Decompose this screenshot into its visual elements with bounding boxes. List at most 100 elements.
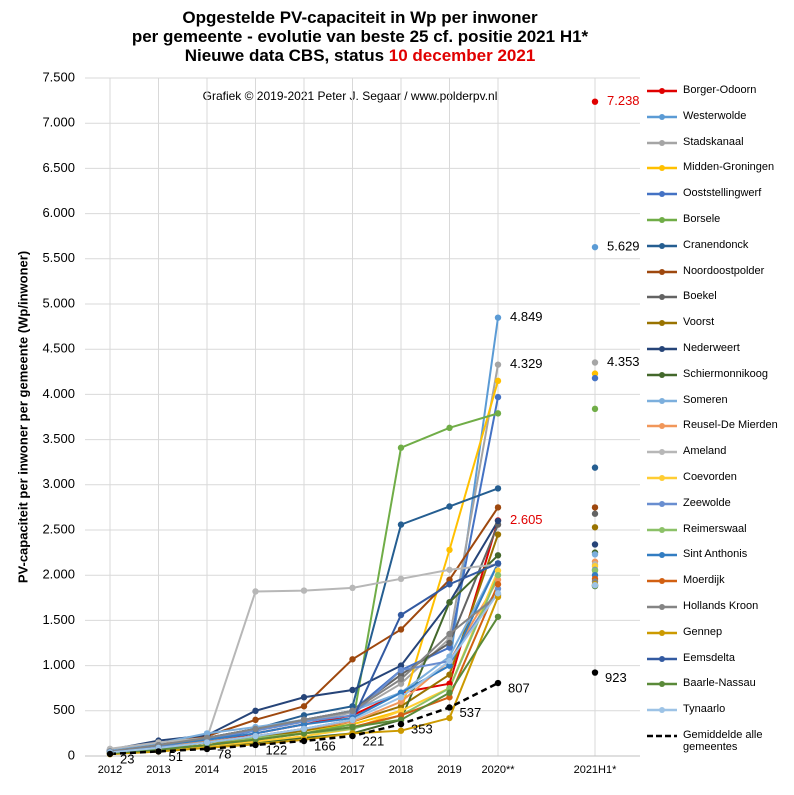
legend-label: Boekel — [683, 290, 717, 303]
data-point — [494, 531, 502, 538]
data-point — [446, 662, 453, 669]
data-point — [494, 581, 502, 588]
data-point — [591, 374, 599, 382]
legend-label: Someren — [683, 393, 728, 406]
data-point — [446, 657, 453, 665]
y-axis-label: PV-capaciteit per inwoner per gemeente (… — [15, 251, 30, 583]
data-point — [106, 750, 114, 758]
data-point — [349, 707, 356, 714]
data-label: 4.329 — [510, 356, 543, 371]
data-point — [397, 666, 405, 674]
legend-dot — [659, 655, 665, 662]
data-point — [349, 703, 356, 710]
data-point — [591, 98, 599, 105]
data-point — [494, 576, 502, 583]
legend-dot — [659, 320, 665, 327]
data-point — [591, 510, 599, 517]
data-point — [494, 613, 502, 620]
legend-entry: Coevorden — [645, 471, 793, 497]
legend-entry: Reusel-De Mierden — [645, 419, 793, 445]
credit: Grafiek © 2019-2021 Peter J. Segaar / ww… — [203, 89, 498, 103]
legend-swatch — [647, 397, 677, 404]
data-point — [397, 671, 405, 678]
legend-swatch — [647, 474, 677, 481]
data-point — [591, 567, 599, 574]
legend-swatch — [647, 216, 677, 223]
legend-dot — [659, 371, 665, 378]
legend-label: Stadskanaal — [683, 135, 744, 148]
data-point — [397, 444, 405, 451]
legend-dot — [659, 552, 665, 559]
data-point — [349, 716, 356, 724]
x-tick-label: 2018 — [389, 764, 413, 776]
data-point — [349, 656, 356, 663]
x-tick-label: 2015 — [243, 764, 267, 776]
legend-label: Sint Anthonis — [683, 548, 748, 561]
y-tick-label: 7.000 — [42, 115, 75, 130]
data-point — [397, 694, 405, 701]
data-point — [591, 243, 599, 251]
data-point — [446, 644, 453, 651]
legend-entry: Borger-Odoorn — [645, 84, 793, 110]
legend-dot — [659, 629, 665, 636]
legend-label: Moerdijk — [683, 574, 725, 587]
legend-swatch — [647, 191, 677, 198]
legend-label: Midden-Groningen — [683, 161, 775, 174]
data-point — [300, 725, 308, 733]
legend-dot — [659, 681, 665, 688]
legend-swatch — [647, 707, 677, 714]
legend-entry: Midden-Groningen — [645, 161, 793, 187]
legend-entry: Sint Anthonis — [645, 548, 793, 574]
legend-swatch — [647, 371, 677, 378]
legend-entry: Cranendonck — [645, 239, 793, 265]
data-point — [397, 680, 405, 687]
y-tick-label: 500 — [53, 702, 75, 717]
data-point — [591, 464, 599, 471]
data-point — [349, 732, 356, 740]
data-point — [446, 635, 453, 642]
legend-entry: Tynaarlo — [645, 703, 793, 729]
data-point — [300, 694, 308, 701]
data-label: 923 — [605, 670, 627, 685]
data-point — [397, 575, 405, 583]
x-tick-label: 2019 — [437, 764, 461, 776]
legend-label: Noordoostpolder — [683, 264, 765, 277]
y-tick-label: 2.000 — [42, 567, 75, 582]
legend-label: Zeewolde — [683, 496, 731, 509]
legend-swatch — [647, 500, 677, 507]
data-point — [397, 720, 405, 728]
legend-entry: Westerwolde — [645, 110, 793, 136]
legend-entry: Baarle-Nassau — [645, 677, 793, 703]
legend-dot — [659, 268, 665, 275]
legend-dot — [659, 526, 665, 533]
legend-dot — [659, 165, 665, 172]
data-point — [397, 707, 405, 714]
legend-dot — [659, 707, 665, 714]
x-tick-label: 2012 — [98, 764, 122, 776]
data-point — [397, 611, 405, 619]
legend-dot — [659, 423, 665, 430]
data-point — [300, 703, 308, 710]
data-point — [446, 639, 453, 647]
legend-dot — [659, 345, 665, 352]
y-tick-label: 1.500 — [42, 612, 75, 627]
data-point — [591, 504, 599, 511]
data-point — [446, 503, 453, 510]
data-point — [494, 572, 502, 579]
data-point — [446, 630, 453, 638]
data-point — [252, 588, 259, 595]
data-label: 23 — [120, 751, 134, 766]
y-tick-label: 4.000 — [42, 386, 75, 401]
y-tick-label: 1.000 — [42, 657, 75, 672]
data-label: 5.629 — [607, 239, 640, 254]
data-point — [397, 698, 405, 705]
data-point — [591, 524, 599, 531]
legend-entry: Reimerswaal — [645, 523, 793, 549]
legend-label: Tynaarlo — [683, 703, 726, 716]
legend-dot — [659, 474, 665, 481]
data-point — [252, 707, 259, 714]
legend-swatch — [647, 449, 677, 456]
title-line: per gemeente - evolutie van beste 25 cf.… — [131, 27, 589, 46]
